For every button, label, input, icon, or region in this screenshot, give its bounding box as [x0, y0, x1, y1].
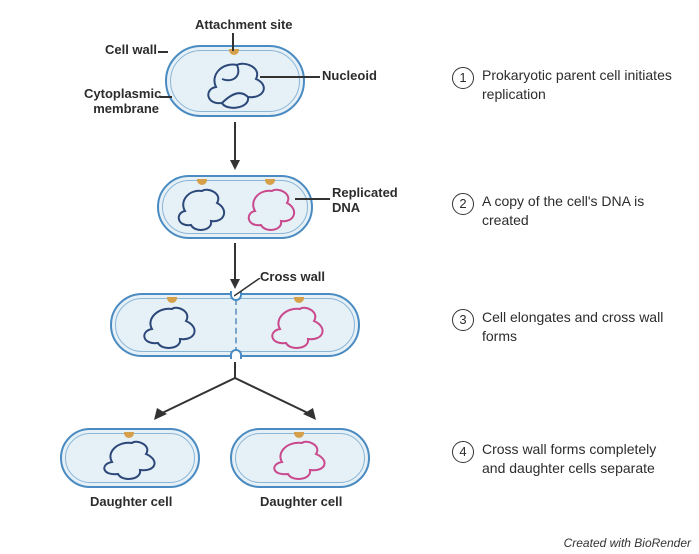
daughter-cell-left	[60, 428, 200, 488]
parent-cell-stage1	[165, 45, 305, 117]
label-nucleoid: Nucleoid	[322, 68, 377, 83]
nucleoid-blue	[192, 57, 282, 112]
step-3: 3 Cell elongates and cross wall forms	[452, 308, 682, 346]
leader-line	[158, 51, 168, 53]
step-text: A copy of the cell's DNA is created	[482, 192, 682, 230]
cross-wall-line	[235, 299, 237, 353]
nucleoid-pink	[237, 185, 307, 235]
step-2: 2 A copy of the cell's DNA is created	[452, 192, 682, 230]
label-daughter-left: Daughter cell	[90, 494, 172, 509]
nucleoid-pink	[262, 438, 342, 484]
daughter-cell-right	[230, 428, 370, 488]
leader-line	[295, 198, 330, 200]
nucleoid-pink	[260, 303, 340, 353]
leader-line	[260, 76, 320, 78]
pinch-bottom	[230, 349, 242, 359]
leader-line	[160, 96, 172, 98]
credit-text: Created with BioRender	[564, 536, 691, 550]
binary-fission-diagram: Cell wall Attachment site Nucleoid Cytop…	[0, 0, 699, 554]
nucleoid-blue	[132, 303, 212, 353]
cell-stage3-elongated	[110, 293, 360, 357]
arrow-down-icon	[228, 122, 242, 170]
step-4: 4 Cross wall forms completely and daught…	[452, 440, 682, 478]
label-cytoplasmic-membrane: Cytoplasmic membrane	[84, 86, 159, 116]
label-daughter-right: Daughter cell	[260, 494, 342, 509]
step-text: Prokaryotic parent cell initiates replic…	[482, 66, 682, 104]
nucleoid-blue	[92, 438, 172, 484]
step-text: Cross wall forms completely and daughter…	[482, 440, 682, 478]
label-attachment-site: Attachment site	[195, 17, 293, 32]
step-number: 1	[452, 67, 474, 89]
nucleoid-blue	[167, 185, 237, 235]
label-replicated-dna: Replicated DNA	[332, 185, 398, 215]
label-cross-wall: Cross wall	[260, 269, 325, 284]
step-number: 3	[452, 309, 474, 331]
leader-line	[234, 278, 262, 298]
arrow-split-icon	[130, 362, 340, 424]
step-text: Cell elongates and cross wall forms	[482, 308, 682, 346]
cell-stage2	[157, 175, 313, 239]
label-cell-wall: Cell wall	[97, 42, 157, 57]
step-number: 2	[452, 193, 474, 215]
step-number: 4	[452, 441, 474, 463]
leader-line	[232, 33, 234, 51]
step-1: 1 Prokaryotic parent cell initiates repl…	[452, 66, 682, 104]
